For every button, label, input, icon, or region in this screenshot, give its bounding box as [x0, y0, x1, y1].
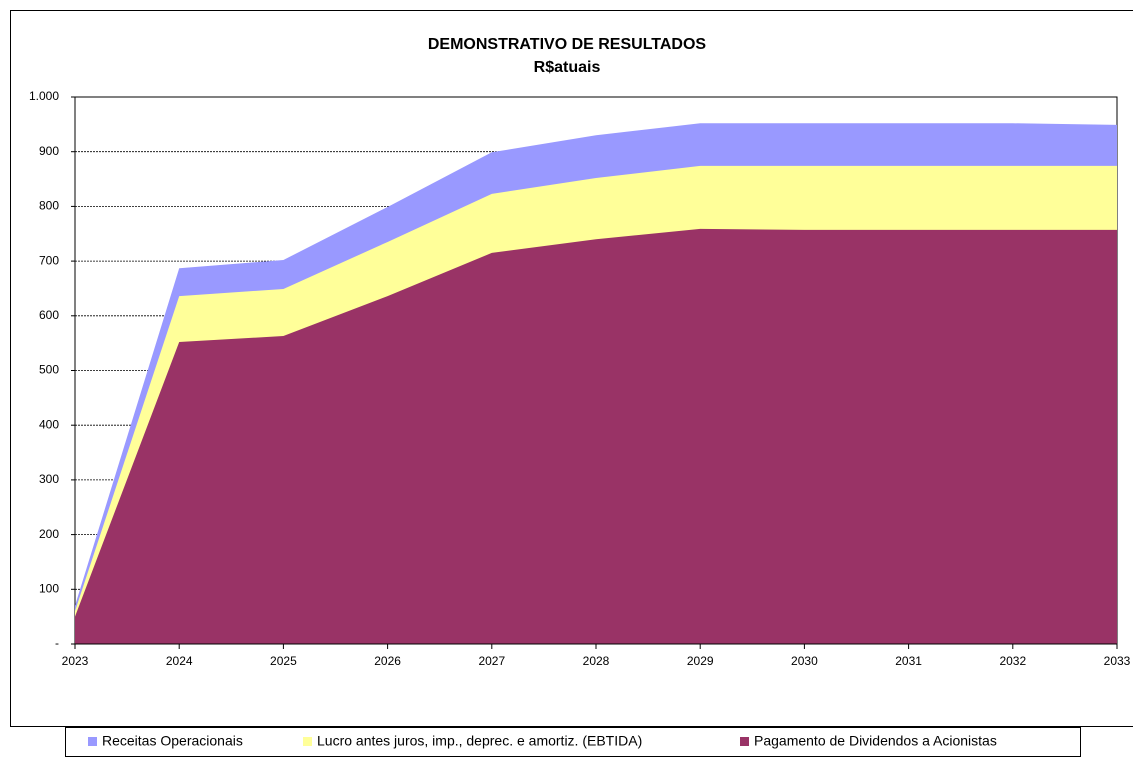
y-tick-label: 900	[39, 144, 59, 158]
legend-label: Receitas Operacionais	[102, 733, 243, 749]
x-tick-label: 2030	[791, 654, 818, 668]
y-tick-label: 300	[39, 472, 59, 486]
y-tick-label: 600	[39, 308, 59, 322]
x-tick-label: 2026	[374, 654, 401, 668]
x-tick-label: 2023	[62, 654, 89, 668]
chart-title: DEMONSTRATIVO DE RESULTADOS	[428, 36, 707, 53]
x-tick-label: 2031	[895, 654, 922, 668]
x-tick-label: 2032	[999, 654, 1026, 668]
x-tick-label: 2027	[478, 654, 505, 668]
x-tick-label: 2033	[1104, 654, 1131, 668]
chart-subtitle: R$atuais	[534, 59, 601, 76]
area	[75, 228, 1117, 644]
legend-swatch	[303, 737, 312, 746]
legend-box	[65, 727, 1081, 757]
legend-label: Lucro antes juros, imp., deprec. e amort…	[317, 733, 642, 749]
x-tick-label: 2029	[687, 654, 714, 668]
y-tick-label: 800	[39, 199, 59, 213]
y-tick-label: -	[55, 636, 59, 650]
x-tick-label: 2028	[583, 654, 610, 668]
y-tick-label: 200	[39, 527, 59, 541]
x-tick-label: 2025	[270, 654, 297, 668]
legend-swatch	[88, 737, 97, 746]
y-tick-label: 100	[39, 581, 59, 595]
legend-label: Pagamento de Dividendos a Acionistas	[754, 733, 997, 749]
legend-swatch	[740, 737, 749, 746]
y-tick-label: 500	[39, 363, 59, 377]
x-tick-label: 2024	[166, 654, 193, 668]
y-tick-label: 1.000	[29, 89, 59, 103]
y-tick-label: 700	[39, 253, 59, 267]
y-tick-label: 400	[39, 417, 59, 431]
